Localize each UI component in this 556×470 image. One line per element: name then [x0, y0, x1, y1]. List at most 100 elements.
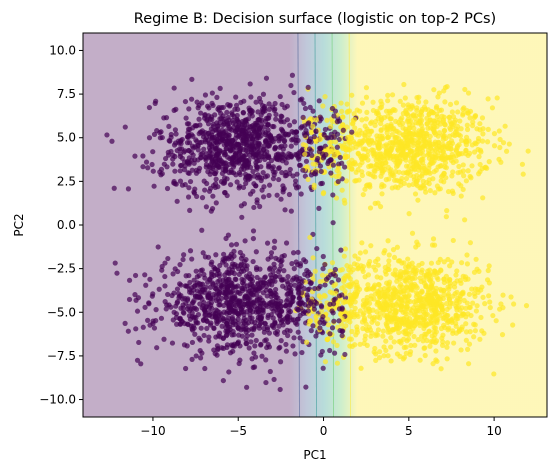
data-point-class-0 [320, 253, 326, 260]
x-axis-label: PC1 [303, 448, 326, 462]
data-point-class-0 [178, 162, 184, 169]
data-point-class-0 [238, 156, 244, 162]
data-point-class-1 [477, 127, 483, 133]
data-point-class-1 [413, 244, 419, 250]
data-point-class-0 [255, 175, 261, 181]
data-point-class-1 [347, 276, 353, 282]
data-point-class-1 [437, 294, 443, 300]
data-point-class-1 [438, 366, 444, 372]
data-point-class-1 [466, 291, 473, 297]
data-point-class-0 [196, 116, 202, 122]
data-point-class-1 [341, 197, 347, 203]
data-point-class-1 [440, 149, 447, 155]
data-point-class-0 [180, 256, 186, 263]
data-point-class-0 [206, 338, 212, 344]
data-point-class-0 [267, 368, 273, 375]
data-point-class-1 [411, 268, 417, 274]
data-point-class-1 [365, 282, 371, 288]
data-point-class-0 [168, 131, 174, 138]
data-point-class-0 [208, 274, 215, 280]
data-point-class-0 [235, 326, 242, 332]
data-point-class-1 [417, 357, 423, 363]
data-point-class-0 [197, 337, 203, 343]
data-point-class-1 [355, 265, 362, 271]
data-point-class-0 [225, 315, 231, 321]
data-point-class-1 [313, 117, 320, 123]
data-point-class-1 [342, 246, 349, 252]
data-point-class-0 [251, 350, 257, 356]
data-point-class-1 [307, 234, 313, 241]
data-point-class-1 [377, 315, 383, 321]
data-point-class-0 [234, 117, 240, 123]
data-point-class-1 [405, 140, 412, 147]
data-point-class-1 [448, 138, 455, 144]
data-point-class-0 [233, 102, 240, 108]
data-point-class-0 [158, 166, 165, 172]
x-tick-label: 0 [320, 424, 328, 438]
data-point-class-0 [190, 133, 196, 139]
data-point-class-1 [382, 264, 388, 271]
data-point-class-1 [477, 169, 483, 175]
data-point-class-0 [158, 129, 164, 135]
data-point-class-0 [203, 161, 210, 168]
data-point-class-0 [271, 172, 277, 178]
data-point-class-1 [377, 105, 383, 111]
data-point-class-1 [450, 293, 456, 299]
data-point-class-0 [205, 121, 212, 127]
data-point-class-0 [250, 258, 256, 265]
data-point-class-1 [386, 252, 392, 258]
data-point-class-0 [221, 190, 228, 196]
data-point-class-1 [359, 117, 365, 123]
data-point-class-1 [419, 167, 425, 173]
data-point-class-1 [476, 268, 482, 274]
data-point-class-1 [389, 172, 395, 178]
data-point-class-0 [293, 259, 299, 265]
data-point-class-0 [232, 293, 238, 300]
data-point-class-0 [126, 296, 133, 303]
data-point-class-1 [352, 305, 358, 311]
data-point-class-0 [220, 180, 227, 186]
data-point-class-0 [213, 297, 219, 304]
data-point-class-0 [125, 186, 132, 192]
data-point-class-0 [249, 315, 255, 321]
data-point-class-1 [359, 100, 366, 106]
data-point-class-1 [444, 208, 450, 214]
data-point-class-1 [430, 236, 437, 242]
data-point-class-0 [295, 329, 301, 335]
data-point-class-0 [276, 133, 283, 139]
data-point-class-1 [404, 110, 410, 116]
data-point-class-0 [251, 181, 257, 187]
data-point-class-1 [366, 300, 373, 307]
data-point-class-1 [396, 178, 402, 184]
data-point-class-1 [430, 109, 436, 116]
data-point-class-0 [254, 166, 260, 172]
data-point-class-0 [176, 291, 182, 297]
data-point-class-1 [380, 333, 386, 339]
data-point-class-0 [221, 116, 227, 122]
data-point-class-0 [134, 308, 141, 314]
data-point-class-0 [256, 95, 263, 101]
data-point-class-1 [448, 154, 454, 160]
data-point-class-0 [273, 273, 279, 280]
data-point-class-1 [372, 291, 378, 297]
data-point-class-0 [278, 304, 284, 310]
data-point-class-1 [457, 169, 463, 175]
data-point-class-0 [349, 129, 355, 135]
data-point-class-0 [330, 220, 336, 226]
data-point-class-1 [371, 264, 377, 270]
data-point-class-0 [239, 298, 245, 304]
data-point-class-0 [253, 249, 259, 255]
scatter-points [104, 72, 531, 393]
data-point-class-0 [210, 193, 216, 199]
data-point-class-0 [135, 295, 142, 301]
data-point-class-0 [185, 194, 192, 200]
data-point-class-1 [443, 214, 449, 220]
data-point-class-1 [373, 331, 379, 337]
data-point-class-0 [215, 318, 221, 324]
data-point-class-1 [412, 342, 418, 348]
data-point-class-1 [377, 349, 383, 355]
data-point-class-0 [331, 350, 338, 356]
data-point-class-0 [244, 301, 250, 307]
data-point-class-1 [478, 314, 484, 321]
data-point-class-1 [378, 127, 384, 134]
